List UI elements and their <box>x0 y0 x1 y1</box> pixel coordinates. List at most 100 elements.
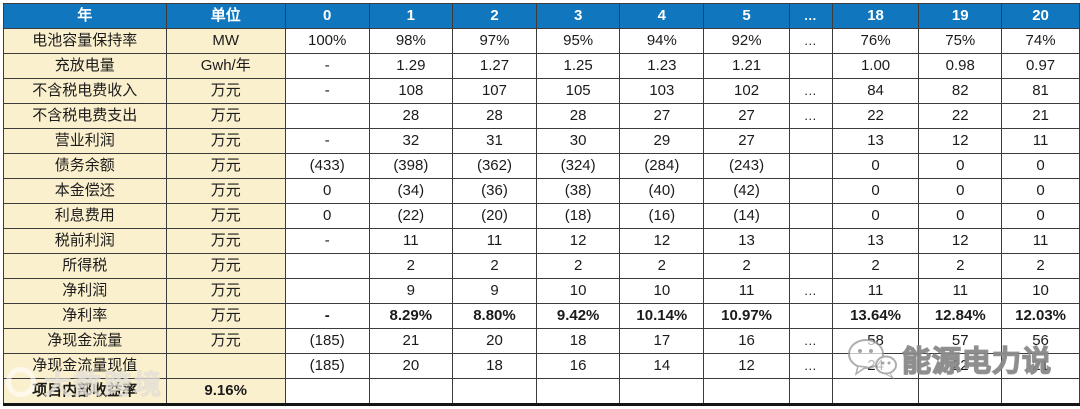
cell: (22) <box>368 203 454 229</box>
cell: 76% <box>831 28 920 54</box>
cell: 27 <box>703 103 790 129</box>
cell: 13 <box>703 228 790 254</box>
table-row: 债务余额 万元 (433) (398) (362) (324) (284) (243) 0 0 0 <box>3 153 1080 179</box>
cell: 32 <box>368 128 454 154</box>
cell: 107 <box>452 78 537 104</box>
cell: 21 <box>368 328 454 354</box>
cell: 0 <box>831 153 920 179</box>
cell: (362) <box>452 153 537 179</box>
cell: 0 <box>831 178 920 204</box>
row-label: 营业利润 <box>3 128 167 154</box>
row-label: 债务余额 <box>3 153 167 179</box>
cell: (284) <box>619 153 705 179</box>
table-row: 充放电量 Gwh/年 -1.29 1.27 1.25 1.23 1.21 1.00 0.98 0.… <box>3 53 1080 79</box>
row-label: 净现金流量现值 <box>3 353 167 379</box>
cell: 1.27 <box>452 53 537 79</box>
cell: 28 <box>535 103 621 129</box>
cell: 27 <box>619 103 705 129</box>
cell <box>703 378 790 405</box>
cell <box>788 228 833 254</box>
column-header: 单位 <box>165 3 286 29</box>
cell: 12 <box>703 353 790 379</box>
cell <box>831 378 920 405</box>
cell: 2 <box>831 253 920 279</box>
cell: (433) <box>284 153 370 179</box>
cell: 16 <box>535 353 621 379</box>
cell: 0 <box>918 178 1003 204</box>
cell: 10 <box>535 278 621 304</box>
cell: 0 <box>918 153 1003 179</box>
cell: 94% <box>619 28 705 54</box>
cell <box>788 203 833 229</box>
cell: (20) <box>452 203 537 229</box>
cell: 2 <box>452 253 537 279</box>
row-label: 净利率 <box>3 303 167 329</box>
cell: 0 <box>1001 178 1080 204</box>
cell: 13.64% <box>831 303 920 329</box>
row-unit: 万元 <box>165 303 286 329</box>
cell: 0 <box>284 178 370 204</box>
cell <box>788 153 833 179</box>
cell: 11 <box>1001 128 1080 154</box>
column-header: 1 <box>368 3 454 29</box>
row-unit: 万元 <box>165 278 286 304</box>
cell: (38) <box>535 178 621 204</box>
cell: - <box>284 78 370 104</box>
row-unit <box>165 353 286 379</box>
cell: 1.23 <box>619 53 705 79</box>
cell: 12.84% <box>918 303 1003 329</box>
cell: 9 <box>452 278 537 304</box>
financial-table: 年单位 0 1 2 3 4 5… 18 19 20 电池容量保持率 MW 100% 98% 97% 95% 9… <box>3 3 1080 406</box>
cell: … <box>788 353 833 379</box>
cell: 10 <box>619 278 705 304</box>
cell: 12 <box>918 228 1003 254</box>
cell: 98% <box>368 28 454 54</box>
cell: 20 <box>368 353 454 379</box>
column-header: 3 <box>535 3 621 29</box>
cell: 1.29 <box>368 53 454 79</box>
cell: 2 <box>368 253 454 279</box>
cell: 27 <box>703 128 790 154</box>
cell: 20 <box>452 328 537 354</box>
row-unit: MW <box>165 28 286 54</box>
cell: (40) <box>619 178 705 204</box>
cell: 29 <box>619 128 705 154</box>
cell <box>284 103 370 129</box>
cell: (243) <box>703 153 790 179</box>
cell: 75% <box>918 28 1003 54</box>
cell <box>284 253 370 279</box>
cell: 92% <box>703 28 790 54</box>
cell: 8.80% <box>452 303 537 329</box>
cell: 10 <box>1001 278 1080 304</box>
cell: 2 <box>619 253 705 279</box>
column-header: 20 <box>1001 3 1080 29</box>
cell: 11 <box>1001 228 1080 254</box>
cell <box>284 378 370 405</box>
cell: 0 <box>1001 203 1080 229</box>
cell <box>788 303 833 329</box>
cell <box>918 378 1003 405</box>
table-body: 电池容量保持率 MW 100% 98% 97% 95% 94% 92%… 76% 75% 74% 充放… <box>3 28 1080 405</box>
row-label: 本金偿还 <box>3 178 167 204</box>
cell <box>535 378 621 405</box>
cell: 1.25 <box>535 53 621 79</box>
cell: 18 <box>452 353 537 379</box>
cell: 0.98 <box>918 53 1003 79</box>
cell: 102 <box>703 78 790 104</box>
cell: (398) <box>368 153 454 179</box>
cell: (185) <box>284 328 370 354</box>
table-row: 净利润 万元 9 9 10 10 11… 11 11 10 <box>3 278 1080 304</box>
column-header: 2 <box>452 3 537 29</box>
row-unit: Gwh/年 <box>165 53 286 79</box>
cell: 0 <box>1001 153 1080 179</box>
cell: 22 <box>918 353 1003 379</box>
cell: 56 <box>1001 328 1080 354</box>
cell <box>788 128 833 154</box>
row-unit: 9.16% <box>165 378 286 405</box>
cell: 13 <box>831 228 920 254</box>
cell: 11 <box>368 228 454 254</box>
column-header: 5 <box>703 3 790 29</box>
table-row: 利息费用 万元 0 (22) (20) (18) (16) (14) 0 0 0 <box>3 203 1080 229</box>
cell: 28 <box>452 103 537 129</box>
cell: 11 <box>918 278 1003 304</box>
